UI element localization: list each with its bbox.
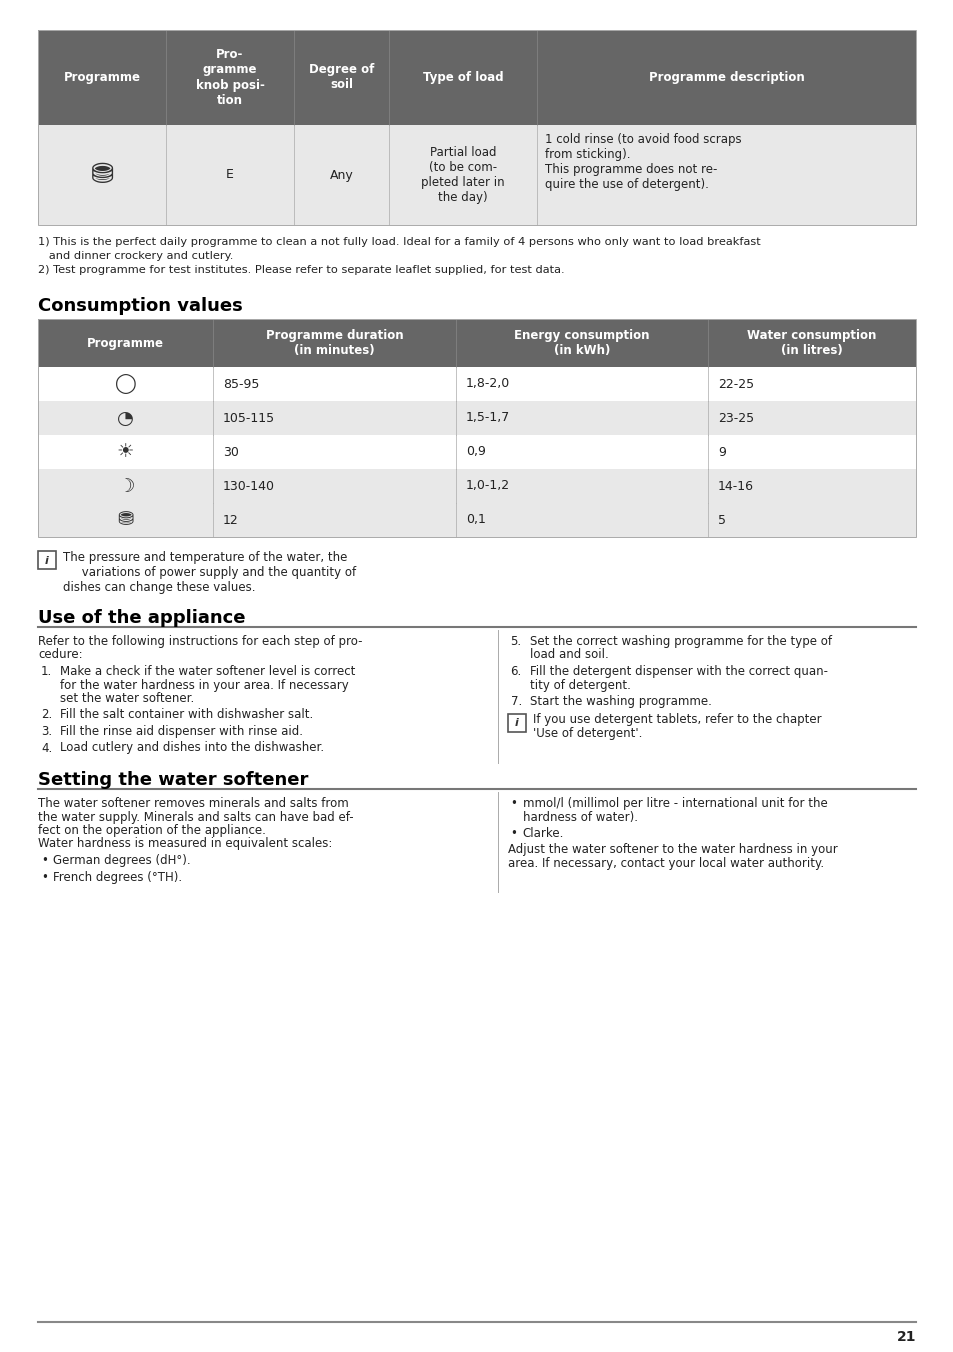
Text: Partial load
(to be com-
pleted later in
the day): Partial load (to be com- pleted later in… (420, 146, 504, 204)
Text: i: i (45, 556, 49, 566)
Text: Programme: Programme (87, 337, 164, 350)
Text: 4.: 4. (41, 741, 52, 754)
Text: mmol/l (millimol per litre - international unit for the: mmol/l (millimol per litre - internation… (522, 796, 826, 810)
Text: 7.: 7. (510, 695, 521, 708)
Text: 9: 9 (718, 446, 725, 458)
Text: 'Use of detergent'.: 'Use of detergent'. (532, 727, 641, 740)
Bar (38, 402, 915, 435)
Text: Use of the appliance: Use of the appliance (38, 608, 245, 627)
Text: Programme duration
(in minutes): Programme duration (in minutes) (265, 329, 403, 357)
Text: fect on the operation of the appliance.: fect on the operation of the appliance. (38, 823, 266, 837)
Text: Any: Any (330, 169, 353, 181)
Text: 30: 30 (223, 446, 238, 458)
Text: Consumption values: Consumption values (38, 297, 242, 315)
Text: hardness of water).: hardness of water). (522, 810, 637, 823)
Text: ☀: ☀ (116, 442, 134, 461)
Text: Water hardness is measured in equivalent scales:: Water hardness is measured in equivalent… (38, 837, 332, 850)
Text: French degrees (°TH).: French degrees (°TH). (53, 871, 182, 883)
Text: area. If necessary, contact your local water authority.: area. If necessary, contact your local w… (507, 857, 822, 869)
Text: 14-16: 14-16 (718, 480, 753, 492)
Text: Adjust the water softener to the water hardness in your: Adjust the water softener to the water h… (507, 844, 837, 857)
Text: •: • (510, 796, 517, 810)
Text: the water supply. Minerals and salts can have bad ef-: the water supply. Minerals and salts can… (38, 810, 354, 823)
Text: 1) This is the perfect daily programme to clean a not fully load. Ideal for a fa: 1) This is the perfect daily programme t… (38, 237, 760, 247)
Text: Fill the salt container with dishwasher salt.: Fill the salt container with dishwasher … (60, 708, 313, 722)
Text: 0,1: 0,1 (465, 514, 485, 526)
Text: Type of load: Type of load (422, 72, 503, 84)
Text: Load cutlery and dishes into the dishwasher.: Load cutlery and dishes into the dishwas… (60, 741, 324, 754)
Text: Energy consumption
(in kWh): Energy consumption (in kWh) (514, 329, 649, 357)
Text: •: • (41, 854, 48, 867)
Text: tity of detergent.: tity of detergent. (529, 679, 630, 691)
Text: and dinner crockery and cutlery.: and dinner crockery and cutlery. (38, 251, 233, 261)
Text: •: • (510, 827, 517, 840)
Text: •: • (41, 871, 48, 883)
Text: Degree of
soil: Degree of soil (309, 64, 374, 92)
Bar (38, 366, 915, 402)
Text: 1,5-1,7: 1,5-1,7 (465, 411, 510, 425)
Text: ◔: ◔ (117, 408, 133, 427)
Bar (38, 469, 915, 503)
Bar (38, 30, 915, 224)
Text: 1,8-2,0: 1,8-2,0 (465, 377, 510, 391)
Text: Pro-
gramme
knob posi-
tion: Pro- gramme knob posi- tion (195, 49, 264, 107)
Text: cedure:: cedure: (38, 649, 83, 661)
Text: ⛃: ⛃ (91, 161, 113, 189)
Text: 1 cold rinse (to avoid food scraps
from sticking).
This programme does not re-
q: 1 cold rinse (to avoid food scraps from … (544, 132, 740, 191)
Text: ☽: ☽ (116, 476, 134, 495)
Text: Clarke.: Clarke. (522, 827, 563, 840)
Text: 2) Test programme for test institutes. Please refer to separate leaflet supplied: 2) Test programme for test institutes. P… (38, 265, 564, 274)
Text: 21: 21 (896, 1330, 915, 1344)
Text: Start the washing programme.: Start the washing programme. (529, 695, 711, 708)
Bar (38, 503, 915, 537)
Text: 1.: 1. (41, 665, 52, 677)
Bar (38, 30, 915, 124)
Text: 1,0-1,2: 1,0-1,2 (465, 480, 510, 492)
Text: Fill the rinse aid dispenser with rinse aid.: Fill the rinse aid dispenser with rinse … (60, 725, 303, 738)
Text: Fill the detergent dispenser with the correct quan-: Fill the detergent dispenser with the co… (529, 665, 826, 677)
Text: Setting the water softener: Setting the water softener (38, 771, 308, 790)
Bar (38, 552, 56, 569)
Text: 5.: 5. (510, 635, 521, 648)
Bar (38, 319, 915, 537)
Text: 0,9: 0,9 (465, 446, 485, 458)
Text: German degrees (dH°).: German degrees (dH°). (53, 854, 191, 867)
Text: Refer to the following instructions for each step of pro-: Refer to the following instructions for … (38, 635, 362, 648)
Text: set the water softener.: set the water softener. (60, 692, 194, 704)
Bar (507, 714, 525, 731)
Text: Set the correct washing programme for the type of: Set the correct washing programme for th… (529, 635, 831, 648)
Bar (38, 124, 915, 224)
Text: The water softener removes minerals and salts from: The water softener removes minerals and … (38, 796, 349, 810)
Text: 6.: 6. (510, 665, 521, 677)
Text: 12: 12 (223, 514, 238, 526)
Text: 130-140: 130-140 (223, 480, 274, 492)
Text: 105-115: 105-115 (223, 411, 274, 425)
Text: ⛃: ⛃ (117, 511, 133, 530)
Text: Programme: Programme (64, 72, 140, 84)
Text: 85-95: 85-95 (223, 377, 259, 391)
Text: The pressure and temperature of the water, the
     variations of power supply a: The pressure and temperature of the wate… (63, 552, 355, 594)
Text: 5: 5 (718, 514, 725, 526)
Bar (38, 319, 915, 366)
Text: ◯: ◯ (114, 375, 136, 393)
Text: Make a check if the water softener level is correct: Make a check if the water softener level… (60, 665, 355, 677)
Text: for the water hardness in your area. If necessary: for the water hardness in your area. If … (60, 679, 349, 691)
Text: If you use detergent tablets, refer to the chapter: If you use detergent tablets, refer to t… (532, 714, 821, 726)
Text: load and soil.: load and soil. (529, 649, 608, 661)
Text: 23-25: 23-25 (718, 411, 753, 425)
Text: E: E (226, 169, 233, 181)
Text: 22-25: 22-25 (718, 377, 753, 391)
Text: 3.: 3. (41, 725, 52, 738)
Text: Water consumption
(in litres): Water consumption (in litres) (746, 329, 876, 357)
Text: Programme description: Programme description (648, 72, 803, 84)
Bar (38, 435, 915, 469)
Text: i: i (514, 718, 517, 729)
Text: 2.: 2. (41, 708, 52, 722)
